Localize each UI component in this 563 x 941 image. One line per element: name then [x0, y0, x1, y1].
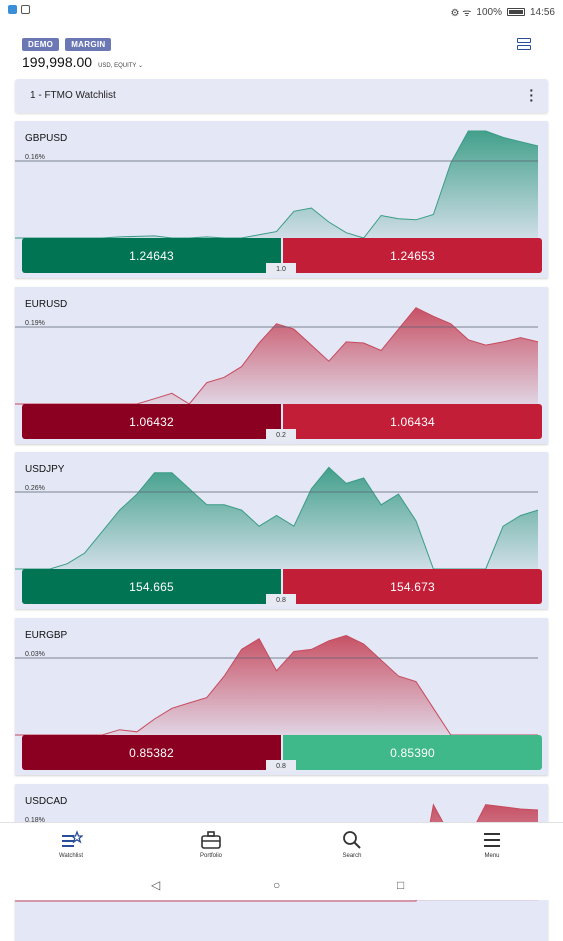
- nav-portfolio-label: Portfolio: [199, 853, 222, 859]
- battery-icon: [506, 8, 525, 16]
- sell-button[interactable]: 1.24643: [22, 238, 281, 273]
- status-icons: ⚙ ᯤ: [450, 8, 472, 19]
- instrument-symbol: USDCAD: [25, 796, 68, 807]
- change-percent: 0.18%: [25, 817, 45, 824]
- demo-badge: DEMO: [22, 38, 60, 51]
- back-icon[interactable]: ◁: [151, 878, 161, 892]
- price-area: [15, 307, 538, 404]
- recents-icon[interactable]: □: [397, 878, 405, 892]
- spread-value: 0.2: [266, 429, 296, 441]
- price-area: [15, 467, 538, 569]
- nav-watchlist[interactable]: Watchlist: [41, 829, 101, 859]
- buy-button[interactable]: 1.24653: [283, 238, 542, 273]
- instrument-card-gbpusd[interactable]: GBPUSD 0.16% 1.24643 1.24653 1.0: [15, 121, 548, 278]
- instrument-symbol: GBPUSD: [25, 133, 68, 144]
- nav-portfolio[interactable]: Portfolio: [181, 829, 241, 859]
- spread-value: 0.8: [266, 594, 296, 606]
- change-percent: 0.03%: [25, 651, 45, 658]
- chevron-down-icon: ⌄: [137, 63, 144, 69]
- account-badges: DEMO MARGIN: [22, 38, 143, 51]
- instrument-card-eurgbp[interactable]: EURGBP 0.03% 0.85382 0.85390 0.8: [15, 618, 548, 775]
- status-indicators: ⚙ ᯤ 100% 14:56: [450, 5, 555, 20]
- instrument-symbol: EURGBP: [25, 630, 68, 641]
- sell-button[interactable]: 154.665: [22, 569, 281, 604]
- equity-value: 199,998.00: [22, 54, 93, 70]
- hamburger-menu-icon: [480, 829, 504, 851]
- clock: 14:56: [529, 6, 555, 18]
- nav-watchlist-label: Watchlist: [58, 853, 84, 859]
- watchlist-selector[interactable]: 1 - FTMO Watchlist · · ·: [15, 79, 548, 113]
- instrument-card-eurusd[interactable]: EURUSD 0.19% 1.06432 1.06434 0.2: [15, 287, 548, 444]
- screen-notification-icon: [21, 5, 30, 14]
- system-navigation-bar: ◁ ○ □: [0, 868, 563, 900]
- instrument-symbol: EURUSD: [25, 299, 68, 310]
- price-area: [15, 131, 538, 238]
- watchlist-icon: [59, 829, 84, 851]
- nav-search[interactable]: Search: [322, 829, 382, 859]
- spread-value: 1.0: [266, 263, 296, 275]
- more-options-icon[interactable]: · · ·: [529, 82, 534, 108]
- battery-percent: 100%: [476, 6, 502, 18]
- spread-value: 0.8: [266, 760, 296, 772]
- nav-menu-label: Menu: [484, 853, 500, 859]
- app-notification-icon: [8, 5, 17, 14]
- briefcase-icon: [199, 829, 223, 851]
- buy-button[interactable]: 1.06434: [283, 404, 542, 439]
- nav-search-label: Search: [342, 853, 362, 859]
- status-bar: ⚙ ᯤ 100% 14:56: [0, 0, 563, 24]
- margin-badge: MARGIN: [65, 38, 112, 51]
- price-area: [15, 635, 538, 735]
- nav-menu[interactable]: Menu: [462, 829, 522, 859]
- search-icon: [340, 829, 364, 851]
- change-percent: 0.19%: [25, 320, 45, 327]
- layout-toggle-icon[interactable]: [517, 38, 531, 52]
- instrument-card-usdjpy[interactable]: USDJPY 0.26% 154.665 154.673 0.8: [15, 452, 548, 609]
- buy-button[interactable]: 154.673: [283, 569, 542, 604]
- sell-button[interactable]: 0.85382: [22, 735, 281, 770]
- home-icon[interactable]: ○: [273, 878, 281, 892]
- bottom-navigation: Watchlist Portfolio Search Menu: [0, 822, 563, 869]
- sell-button[interactable]: 1.06432: [22, 404, 281, 439]
- instrument-symbol: USDJPY: [25, 464, 65, 475]
- account-summary[interactable]: DEMO MARGIN 199,998.00 USD, EQUITY ⌄: [22, 38, 143, 70]
- change-percent: 0.16%: [25, 154, 45, 161]
- watchlist-title: 1 - FTMO Watchlist: [30, 90, 116, 101]
- status-notification-icons: [8, 5, 30, 14]
- change-percent: 0.26%: [25, 485, 45, 492]
- equity-label[interactable]: USD, EQUITY ⌄: [98, 63, 144, 69]
- buy-button[interactable]: 0.85390: [283, 735, 542, 770]
